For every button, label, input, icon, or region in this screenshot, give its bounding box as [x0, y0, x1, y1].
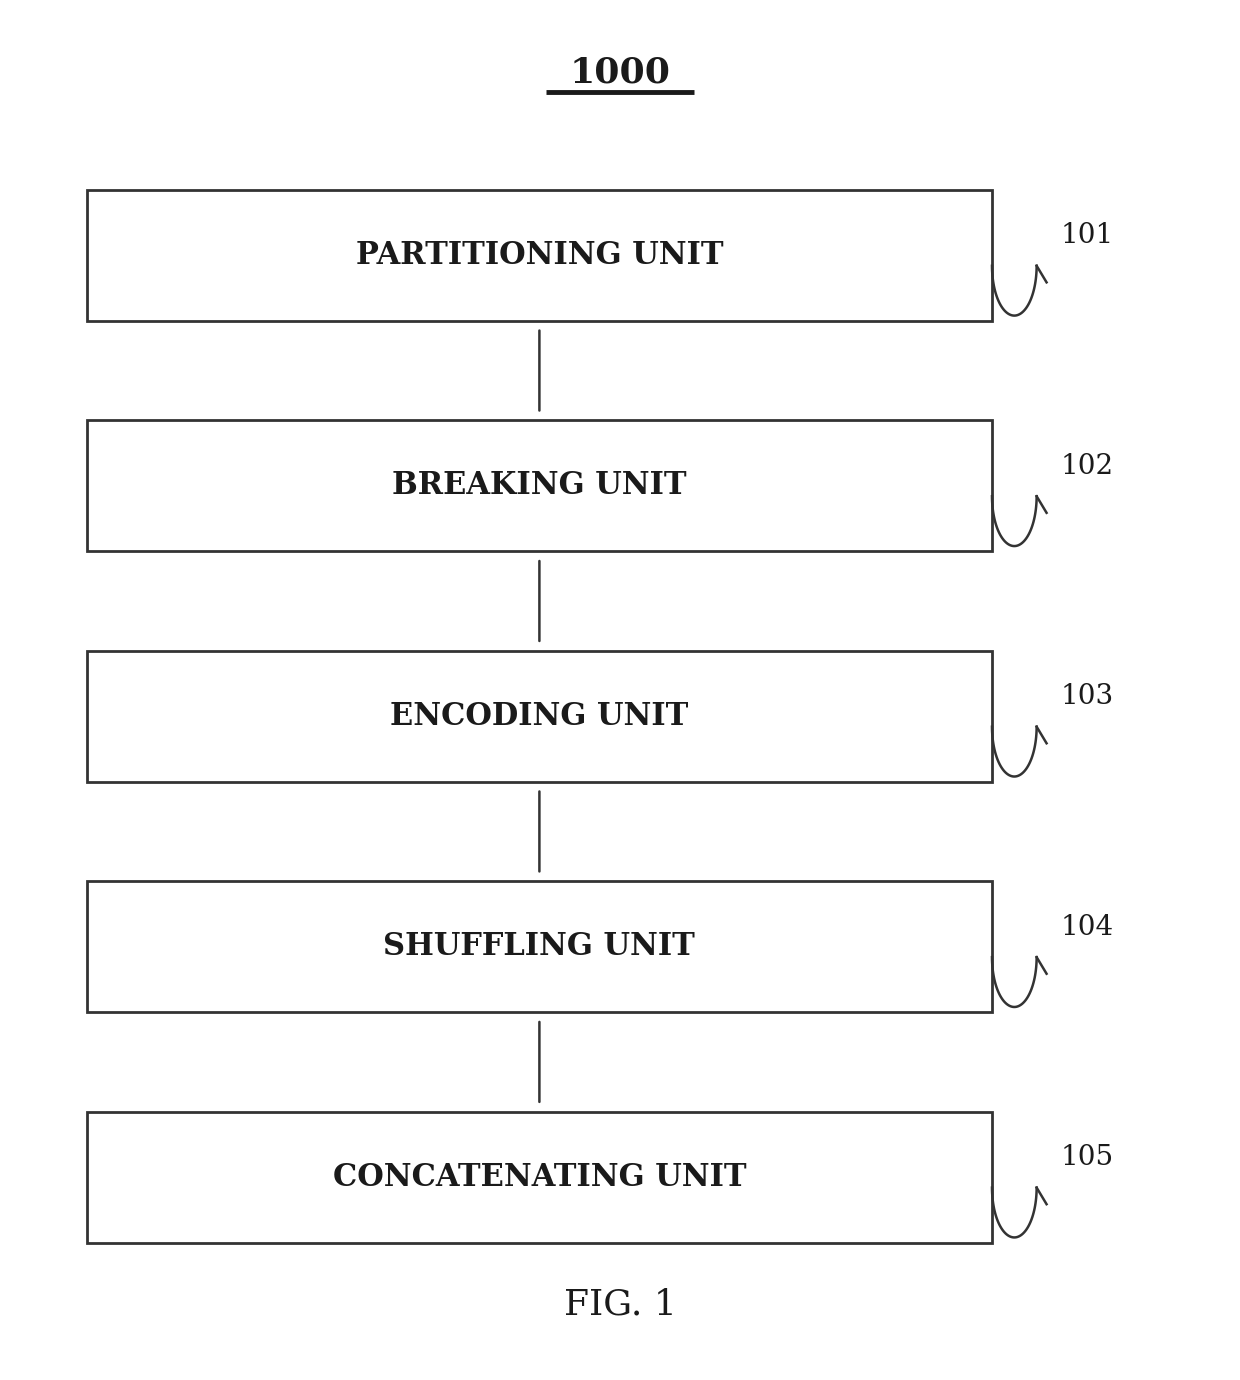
FancyBboxPatch shape: [87, 1112, 992, 1243]
Text: 103: 103: [1060, 683, 1114, 711]
FancyBboxPatch shape: [87, 189, 992, 322]
FancyBboxPatch shape: [87, 880, 992, 1013]
FancyBboxPatch shape: [87, 651, 992, 781]
Text: 104: 104: [1060, 914, 1114, 941]
Text: SHUFFLING UNIT: SHUFFLING UNIT: [383, 932, 696, 962]
Text: 101: 101: [1060, 222, 1114, 250]
Text: ENCODING UNIT: ENCODING UNIT: [391, 701, 688, 731]
Text: BREAKING UNIT: BREAKING UNIT: [392, 471, 687, 501]
Text: 102: 102: [1060, 453, 1114, 480]
Text: PARTITIONING UNIT: PARTITIONING UNIT: [356, 240, 723, 270]
FancyBboxPatch shape: [87, 420, 992, 551]
Text: FIG. 1: FIG. 1: [563, 1288, 677, 1321]
Text: CONCATENATING UNIT: CONCATENATING UNIT: [332, 1162, 746, 1192]
Text: 105: 105: [1060, 1144, 1114, 1172]
Text: 1000: 1000: [569, 55, 671, 90]
